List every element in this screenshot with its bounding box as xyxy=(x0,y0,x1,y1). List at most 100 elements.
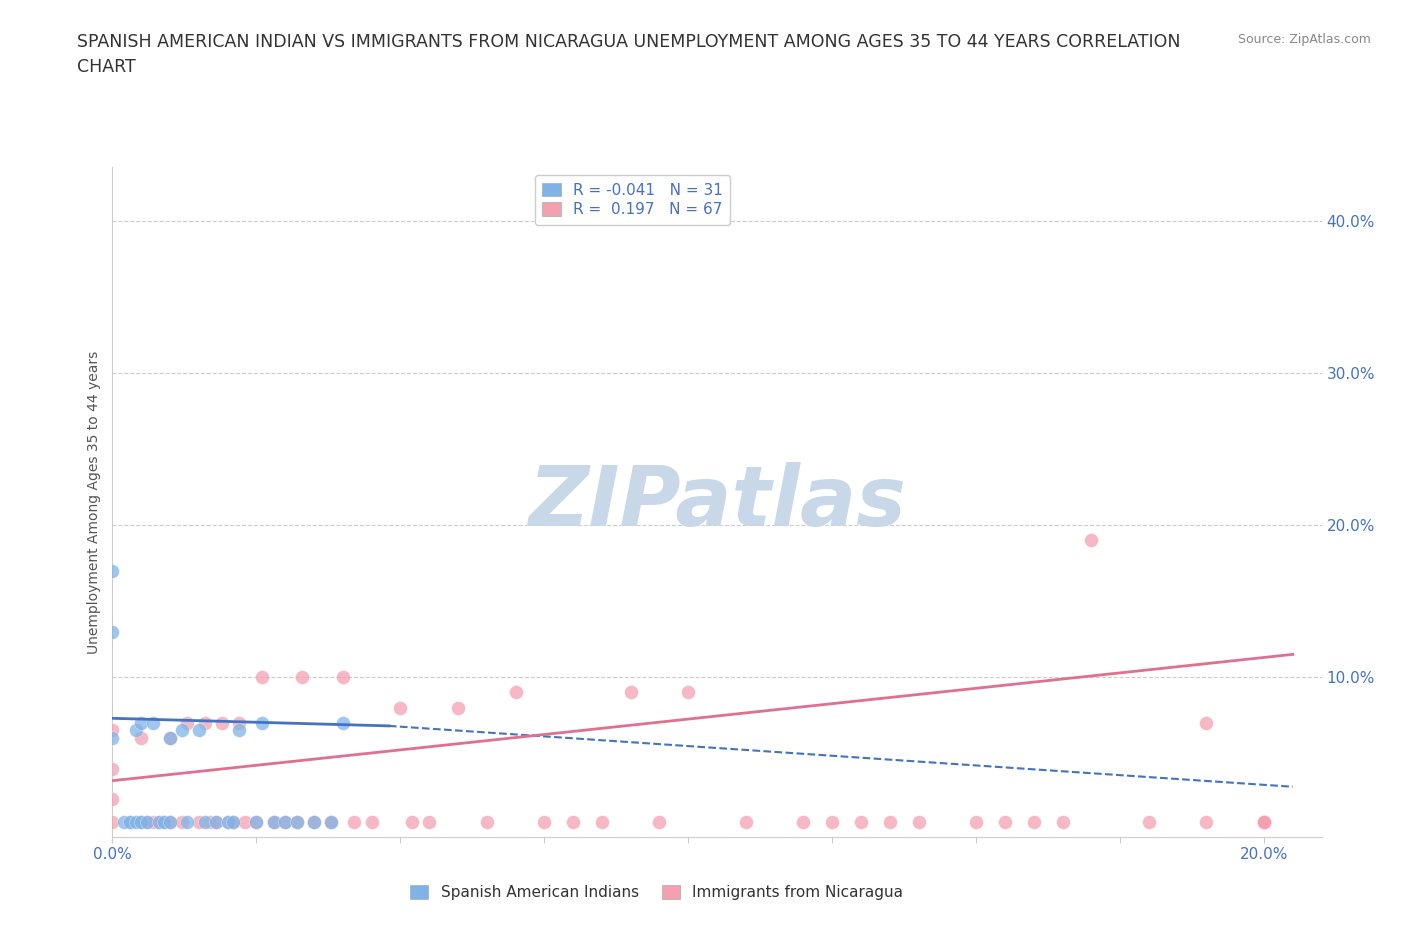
Point xyxy=(245,815,267,830)
Point xyxy=(965,815,987,830)
Point xyxy=(101,624,124,639)
Point xyxy=(620,685,643,700)
Text: CHART: CHART xyxy=(77,58,136,75)
Point xyxy=(1195,715,1218,730)
Point xyxy=(1022,815,1045,830)
Point xyxy=(187,723,209,737)
Point xyxy=(217,815,239,830)
Point xyxy=(124,723,146,737)
Point xyxy=(194,815,217,830)
Point xyxy=(233,815,256,830)
Point xyxy=(994,815,1017,830)
Point xyxy=(211,715,233,730)
Point xyxy=(302,815,325,830)
Point xyxy=(159,815,181,830)
Point xyxy=(1253,815,1275,830)
Point xyxy=(142,815,165,830)
Point xyxy=(1253,815,1275,830)
Text: ZIPatlas: ZIPatlas xyxy=(529,461,905,543)
Point xyxy=(291,670,314,684)
Point xyxy=(176,715,198,730)
Point xyxy=(205,815,228,830)
Point xyxy=(1195,815,1218,830)
Point xyxy=(245,815,267,830)
Text: Source: ZipAtlas.com: Source: ZipAtlas.com xyxy=(1237,33,1371,46)
Point xyxy=(1052,815,1074,830)
Point xyxy=(205,815,228,830)
Point xyxy=(124,815,146,830)
Point xyxy=(101,564,124,578)
Point xyxy=(447,700,470,715)
Point xyxy=(148,815,170,830)
Y-axis label: Unemployment Among Ages 35 to 44 years: Unemployment Among Ages 35 to 44 years xyxy=(87,351,101,654)
Point xyxy=(170,723,193,737)
Point xyxy=(101,815,124,830)
Point xyxy=(401,815,423,830)
Point xyxy=(129,715,152,730)
Point xyxy=(176,815,198,830)
Point xyxy=(907,815,929,830)
Point xyxy=(194,715,217,730)
Point xyxy=(148,815,170,830)
Point xyxy=(263,815,285,830)
Point xyxy=(285,815,308,830)
Point xyxy=(274,815,297,830)
Point xyxy=(1253,815,1275,830)
Point xyxy=(228,715,250,730)
Point xyxy=(360,815,382,830)
Point xyxy=(321,815,343,830)
Point xyxy=(129,815,152,830)
Point xyxy=(1080,533,1102,548)
Point xyxy=(101,731,124,746)
Point xyxy=(129,731,152,746)
Point xyxy=(228,723,250,737)
Point xyxy=(217,815,239,830)
Point xyxy=(263,815,285,830)
Point xyxy=(153,815,176,830)
Point xyxy=(332,715,354,730)
Point xyxy=(475,815,498,830)
Point xyxy=(101,761,124,776)
Point xyxy=(505,685,527,700)
Point xyxy=(142,715,165,730)
Point xyxy=(112,815,135,830)
Point xyxy=(222,815,245,830)
Point xyxy=(591,815,613,830)
Point xyxy=(678,685,700,700)
Legend: Spanish American Indians, Immigrants from Nicaragua: Spanish American Indians, Immigrants fro… xyxy=(404,879,910,907)
Point xyxy=(118,815,141,830)
Point xyxy=(418,815,440,830)
Point xyxy=(101,723,124,737)
Point xyxy=(118,815,141,830)
Point xyxy=(250,715,273,730)
Point xyxy=(389,700,412,715)
Point xyxy=(321,815,343,830)
Point xyxy=(159,731,181,746)
Point xyxy=(200,815,222,830)
Point xyxy=(222,815,245,830)
Point xyxy=(1253,815,1275,830)
Point xyxy=(533,815,555,830)
Point xyxy=(734,815,756,830)
Point xyxy=(332,670,354,684)
Point xyxy=(343,815,366,830)
Point xyxy=(849,815,872,830)
Point xyxy=(136,815,159,830)
Point xyxy=(1253,815,1275,830)
Text: SPANISH AMERICAN INDIAN VS IMMIGRANTS FROM NICARAGUA UNEMPLOYMENT AMONG AGES 35 : SPANISH AMERICAN INDIAN VS IMMIGRANTS FR… xyxy=(77,33,1181,50)
Point xyxy=(562,815,585,830)
Point xyxy=(170,815,193,830)
Point xyxy=(153,815,176,830)
Point xyxy=(302,815,325,830)
Point xyxy=(129,815,152,830)
Point xyxy=(648,815,671,830)
Point xyxy=(274,815,297,830)
Point xyxy=(136,815,159,830)
Point xyxy=(879,815,901,830)
Point xyxy=(285,815,308,830)
Point xyxy=(159,815,181,830)
Point xyxy=(101,791,124,806)
Point xyxy=(821,815,844,830)
Point xyxy=(159,731,181,746)
Point xyxy=(792,815,814,830)
